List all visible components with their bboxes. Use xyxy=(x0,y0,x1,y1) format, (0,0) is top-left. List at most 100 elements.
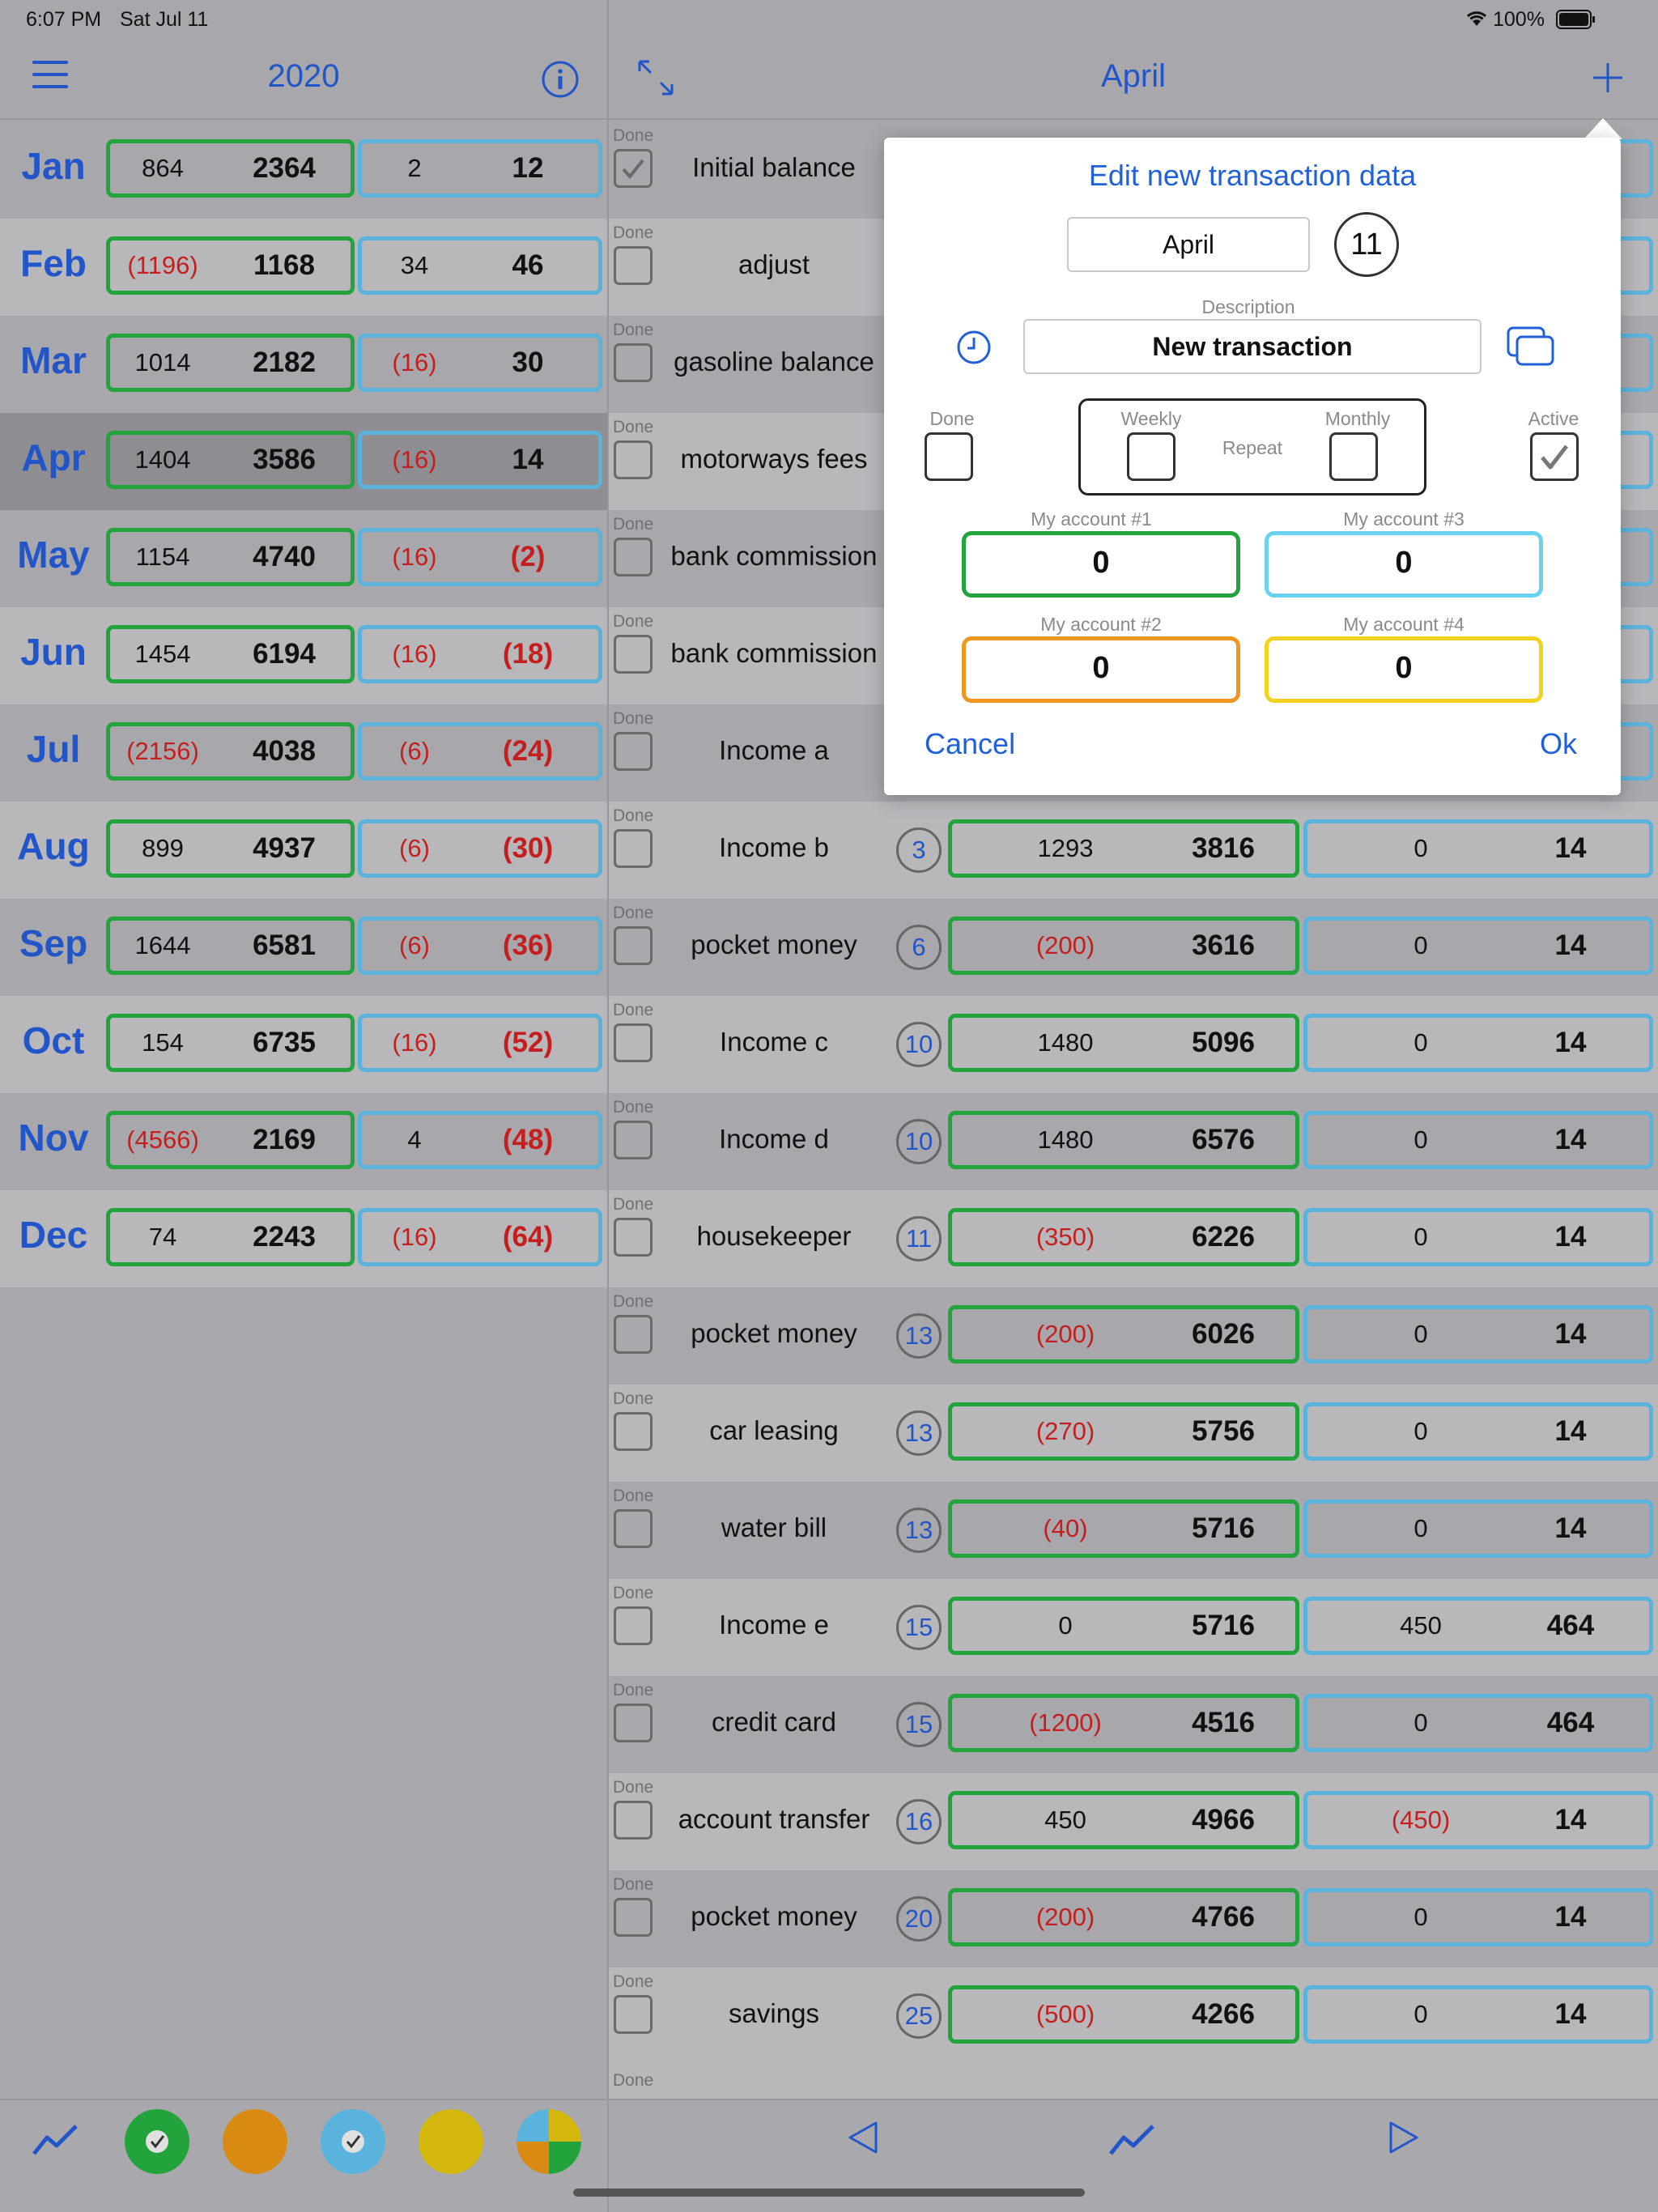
plus-icon[interactable] xyxy=(1590,60,1626,100)
transaction-row[interactable] xyxy=(609,1190,1658,1287)
hamburger-menu-icon[interactable] xyxy=(31,58,70,95)
transaction-row[interactable] xyxy=(609,1579,1658,1676)
account1-amount[interactable]: (40) 5716 xyxy=(948,1499,1299,1558)
account1-amount[interactable]: 1293 3816 xyxy=(948,819,1299,878)
account4-color-icon[interactable] xyxy=(419,2109,483,2174)
account2-input[interactable]: 0 xyxy=(962,636,1240,703)
month-row-mar[interactable]: Mar 1014 2182 (16) 30 xyxy=(0,316,607,413)
account1-check-icon[interactable] xyxy=(125,2109,189,2174)
done-checkbox[interactable] xyxy=(614,1509,653,1548)
done-checkbox[interactable] xyxy=(614,149,653,188)
clock-icon[interactable] xyxy=(955,329,993,370)
expand-arrows-icon[interactable] xyxy=(636,58,675,101)
account3-amount[interactable]: (450) 14 xyxy=(1303,1791,1653,1849)
transaction-row[interactable] xyxy=(609,1287,1658,1385)
transaction-row[interactable] xyxy=(609,1773,1658,1870)
transaction-row[interactable] xyxy=(609,1967,1658,2065)
account3-amount[interactable]: 0 14 xyxy=(1303,1014,1653,1072)
month-row-oct[interactable]: Oct 154 6735 (16) (52) xyxy=(0,996,607,1093)
transaction-row[interactable] xyxy=(609,996,1658,1093)
transaction-row[interactable] xyxy=(609,1870,1658,1967)
done-checkbox[interactable] xyxy=(614,1801,653,1840)
transaction-row[interactable] xyxy=(609,2065,1658,2099)
month-row-sep[interactable]: Sep 1644 6581 (6) (36) xyxy=(0,899,607,996)
transaction-row[interactable] xyxy=(609,899,1658,996)
done-checkbox[interactable] xyxy=(614,1995,653,2034)
done-checkbox[interactable] xyxy=(614,1218,653,1257)
done-checkbox[interactable] xyxy=(614,343,653,382)
account1-amount[interactable]: (500) 4266 xyxy=(948,1985,1299,2044)
account3-amount[interactable]: 0 14 xyxy=(1303,1305,1653,1363)
transaction-row[interactable] xyxy=(609,1093,1658,1190)
account1-amount[interactable]: (200) 6026 xyxy=(948,1305,1299,1363)
account3-amount[interactable]: 0 14 xyxy=(1303,819,1653,878)
ok-button[interactable]: Ok xyxy=(1540,727,1578,760)
account3-amount[interactable]: 0 14 xyxy=(1303,1208,1653,1266)
done-checkbox[interactable] xyxy=(614,829,653,868)
weekly-checkbox[interactable] xyxy=(1127,432,1175,481)
done-checkbox[interactable] xyxy=(614,1606,653,1645)
month-row-nov[interactable]: Nov (4566) 2169 4 (48) xyxy=(0,1093,607,1190)
done-checkbox[interactable] xyxy=(614,1704,653,1742)
month-row-may[interactable]: May 1154 4740 (16) (2) xyxy=(0,510,607,607)
account1-amount[interactable]: (270) 5756 xyxy=(948,1402,1299,1461)
done-checkbox[interactable] xyxy=(614,1898,653,1937)
month-row-dec[interactable]: Dec 74 2243 (16) (64) xyxy=(0,1190,607,1287)
description-input[interactable]: New transaction xyxy=(1023,319,1482,374)
monthly-checkbox[interactable] xyxy=(1329,432,1378,481)
previous-month-icon[interactable] xyxy=(847,2120,879,2159)
account3-amount[interactable]: 0 14 xyxy=(1303,1985,1653,2044)
account1-amount[interactable]: (200) 4766 xyxy=(948,1888,1299,1946)
account3-check-icon[interactable] xyxy=(321,2109,385,2174)
account3-amount[interactable]: 0 14 xyxy=(1303,1111,1653,1169)
account1-amount[interactable]: (1200) 4516 xyxy=(948,1694,1299,1752)
done-checkbox[interactable] xyxy=(614,1121,653,1159)
transaction-row[interactable] xyxy=(609,1385,1658,1482)
done-checkbox[interactable] xyxy=(925,432,973,481)
account1-amount[interactable]: 0 5716 xyxy=(948,1597,1299,1655)
account3-amount[interactable]: 0 464 xyxy=(1303,1694,1653,1752)
day-field[interactable]: 11 xyxy=(1334,212,1399,277)
account3-input[interactable]: 0 xyxy=(1265,531,1543,598)
month-row-apr[interactable]: Apr 1404 3586 (16) 14 xyxy=(0,413,607,510)
done-checkbox[interactable] xyxy=(614,1315,653,1354)
account3-amount[interactable]: 0 14 xyxy=(1303,1402,1653,1461)
account1-amount[interactable]: (350) 6226 xyxy=(948,1208,1299,1266)
account3-amount[interactable]: 0 14 xyxy=(1303,1888,1653,1946)
account4-input[interactable]: 0 xyxy=(1265,636,1543,703)
copy-templates-icon[interactable] xyxy=(1506,325,1556,372)
account1-amount[interactable]: 450 4966 xyxy=(948,1791,1299,1849)
month-chart-trend-icon[interactable] xyxy=(1107,2121,1156,2164)
account3-amount[interactable]: 0 14 xyxy=(1303,917,1653,975)
transaction-row[interactable] xyxy=(609,1676,1658,1773)
chart-trend-icon[interactable] xyxy=(31,2121,79,2164)
active-checkbox[interactable] xyxy=(1530,432,1579,481)
info-icon[interactable] xyxy=(541,60,580,103)
all-accounts-pie-icon[interactable] xyxy=(517,2109,581,2174)
done-checkbox[interactable] xyxy=(614,1023,653,1062)
account1-input[interactable]: 0 xyxy=(962,531,1240,598)
month-field[interactable]: April xyxy=(1067,217,1310,272)
cancel-button[interactable]: Cancel xyxy=(925,727,1016,760)
month-row-jul[interactable]: Jul (2156) 4038 (6) (24) xyxy=(0,704,607,802)
transaction-row[interactable] xyxy=(609,1482,1658,1579)
account3-amount[interactable]: 0 14 xyxy=(1303,1499,1653,1558)
done-checkbox[interactable] xyxy=(614,732,653,771)
done-checkbox[interactable] xyxy=(614,635,653,674)
account1-amount[interactable]: 1480 5096 xyxy=(948,1014,1299,1072)
account1-amount[interactable]: 1480 6576 xyxy=(948,1111,1299,1169)
done-checkbox[interactable] xyxy=(614,1412,653,1451)
month-row-jan[interactable]: Jan 864 2364 2 12 xyxy=(0,121,607,219)
account2-color-icon[interactable] xyxy=(223,2109,287,2174)
transaction-row[interactable] xyxy=(609,802,1658,899)
done-checkbox[interactable] xyxy=(614,440,653,479)
month-row-jun[interactable]: Jun 1454 6194 (16) (18) xyxy=(0,607,607,704)
done-checkbox[interactable] xyxy=(614,538,653,576)
next-month-icon[interactable] xyxy=(1388,2120,1420,2159)
month-row-feb[interactable]: Feb (1196) 1168 34 46 xyxy=(0,219,607,316)
month-row-aug[interactable]: Aug 899 4937 (6) (30) xyxy=(0,802,607,899)
account3-amount[interactable]: 450 464 xyxy=(1303,1597,1653,1655)
done-checkbox[interactable] xyxy=(614,246,653,285)
account1-amount[interactable]: (200) 3616 xyxy=(948,917,1299,975)
done-checkbox[interactable] xyxy=(614,926,653,965)
